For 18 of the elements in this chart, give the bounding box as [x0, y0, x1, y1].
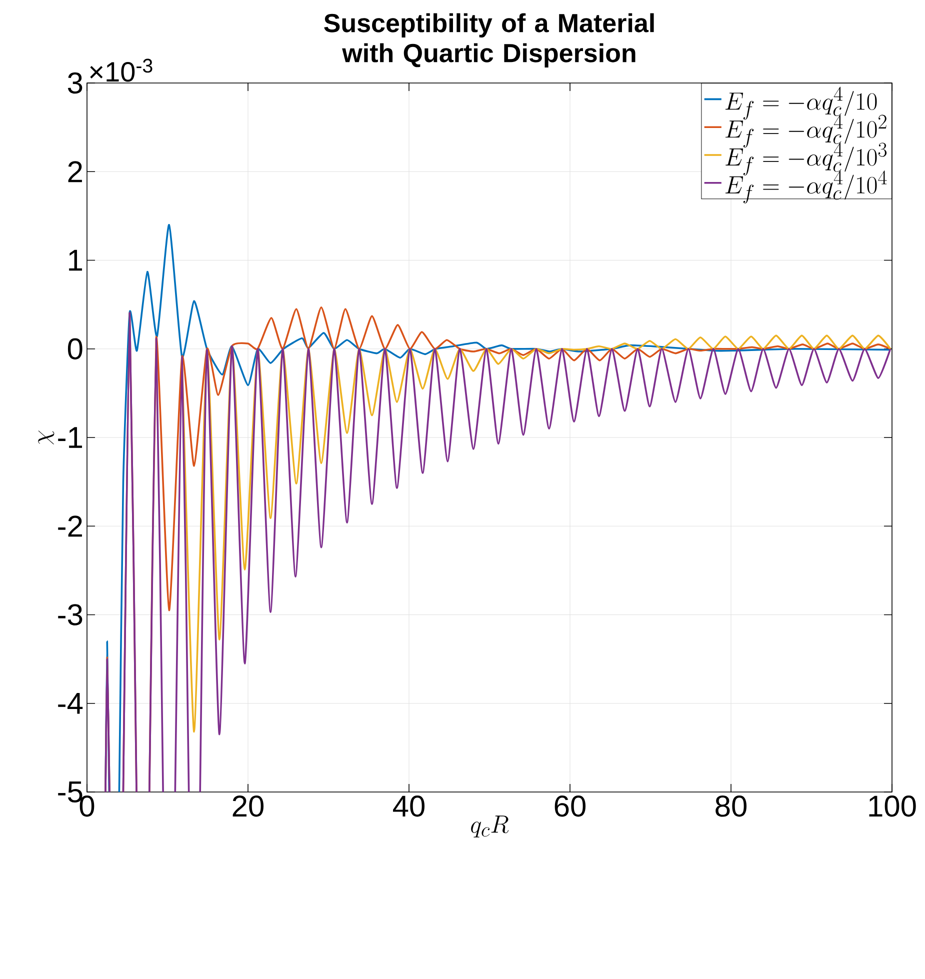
chart-title: Susceptibility of a Material with Quartic Dispersion: [324, 13, 654, 68]
y-tick-label: -3: [58, 604, 82, 626]
x-tick-label: 100: [869, 796, 916, 817]
y-axis-title: $\chi$: [38, 430, 54, 444]
x-tick-label: 60: [554, 796, 586, 817]
y-tick-label: 1: [69, 250, 82, 271]
y-tick-label: -4: [58, 693, 83, 714]
y-tick-label: 3: [68, 72, 82, 94]
x-tick-label: 40: [393, 796, 425, 817]
y-tick-label: -2: [58, 516, 82, 537]
x-axis-title: $q_cR$: [471, 816, 509, 838]
x-tick-label: 20: [232, 796, 264, 817]
line-series: [181, 334, 892, 733]
y-tick-label: -1: [58, 427, 82, 448]
x-tick-label: 80: [716, 796, 747, 817]
y-tick-label: 0: [68, 338, 82, 360]
text: ×10$^{-3}$: [90, 58, 152, 82]
y-tick-label: 2: [68, 161, 82, 182]
